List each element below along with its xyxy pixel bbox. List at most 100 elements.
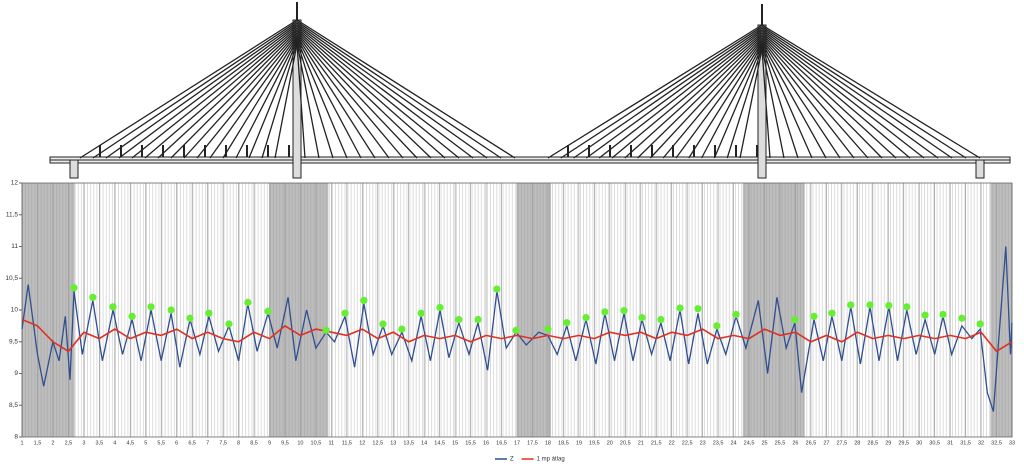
x-tick-label: 12,5	[372, 440, 383, 446]
cable	[183, 32, 298, 159]
x-tick-label: 30,5	[929, 440, 940, 446]
cable	[586, 29, 763, 159]
cable	[573, 27, 763, 159]
x-tick-label: 17	[514, 440, 520, 446]
cable	[688, 42, 763, 159]
y-tick-label: 11,5	[6, 211, 19, 218]
series-line	[21, 246, 1013, 412]
cable	[761, 37, 869, 159]
peak-marker	[638, 314, 646, 322]
peak-marker	[713, 322, 721, 330]
x-tick-label: 14	[421, 440, 427, 446]
cable	[296, 38, 348, 159]
peak-marker	[89, 293, 97, 301]
peak-marker	[828, 309, 836, 317]
cable	[560, 26, 763, 159]
cable	[761, 34, 897, 159]
cable	[761, 43, 813, 159]
cable	[296, 19, 516, 159]
series-line	[21, 318, 1013, 353]
cable	[261, 42, 298, 159]
cable	[296, 29, 432, 159]
cable	[79, 19, 298, 159]
x-tick-label: 28,5	[867, 440, 878, 446]
x-tick-label: 2	[51, 440, 54, 446]
x-tick-label: 9	[268, 440, 271, 446]
peak-marker	[70, 284, 78, 292]
y-tick-label: 10,5	[5, 275, 18, 282]
peak-marker	[791, 315, 799, 324]
cable	[131, 25, 298, 159]
x-tick-label: 23	[700, 440, 706, 446]
x-tick-label: 12	[359, 440, 365, 446]
x-tick-label: 26	[792, 440, 798, 446]
cable	[296, 37, 362, 159]
peak-marker	[264, 307, 272, 315]
x-tick-label: 6	[175, 440, 178, 446]
x-tick-label: 4,5	[126, 440, 134, 446]
peak-marker	[512, 326, 520, 334]
peak-marker	[694, 305, 702, 313]
x-tick-label: 6,5	[188, 440, 196, 446]
cable	[726, 47, 763, 159]
peak-marker	[582, 314, 590, 322]
x-tick-label: 18	[545, 440, 551, 446]
peak-marker	[186, 314, 194, 322]
bridge-drawing	[49, 2, 1011, 179]
peak-marker	[620, 307, 628, 315]
cable	[296, 43, 306, 159]
shaded-range	[517, 183, 552, 437]
cable	[761, 26, 967, 159]
peak-marker	[847, 301, 855, 309]
x-tick-label: 25	[761, 440, 767, 446]
shaded-range	[22, 183, 75, 437]
cable	[209, 35, 298, 159]
pier	[69, 159, 79, 179]
x-tick-label: 31,5	[960, 440, 971, 446]
cable	[611, 32, 763, 159]
x-tick-label: 1,5	[34, 440, 42, 446]
x-tick-label: 17,5	[527, 440, 538, 446]
x-tick-label: 1	[20, 440, 23, 446]
cable	[624, 34, 763, 159]
cable	[761, 24, 981, 159]
peak-marker	[601, 308, 609, 316]
cable	[675, 40, 763, 159]
cable	[105, 22, 298, 159]
x-tick-label: 7,5	[219, 440, 227, 446]
peak-marker	[732, 310, 740, 319]
x-tick-label: 32,5	[991, 440, 1002, 446]
cable	[761, 32, 911, 159]
cable	[296, 22, 488, 159]
shaded-range	[742, 183, 805, 437]
x-tick-label: 19	[576, 440, 582, 446]
peak-marker	[958, 314, 966, 322]
x-tick-label: 13	[390, 440, 396, 446]
peak-marker	[493, 285, 501, 293]
x-tick-label: 10	[297, 440, 303, 446]
x-tick-label: 21	[638, 440, 644, 446]
peak-marker	[205, 309, 213, 317]
x-tick-label: 19,5	[589, 440, 600, 446]
bridge	[49, 2, 1011, 179]
x-tick-label: 15,5	[465, 440, 476, 446]
x-tick-label: 32	[978, 440, 984, 446]
legend-label: 1 mp átlag	[537, 457, 565, 463]
cable	[170, 30, 298, 159]
x-tick-label: 11	[329, 440, 335, 446]
cable	[761, 45, 799, 159]
x-tick-label: 28	[854, 440, 860, 446]
peak-marker	[244, 298, 252, 306]
cable	[761, 27, 953, 159]
cable	[144, 27, 298, 159]
x-tick-label: 15	[452, 440, 458, 446]
cable	[761, 48, 771, 159]
x-tick-label: 16,5	[496, 440, 507, 446]
cable	[296, 24, 474, 159]
y-tick-label: 8,5	[9, 402, 18, 409]
peak-marker	[417, 309, 425, 317]
x-tick-label: 7	[206, 440, 209, 446]
cable	[761, 30, 925, 159]
legend-label: Z	[510, 457, 514, 463]
peak-marker	[866, 301, 874, 309]
